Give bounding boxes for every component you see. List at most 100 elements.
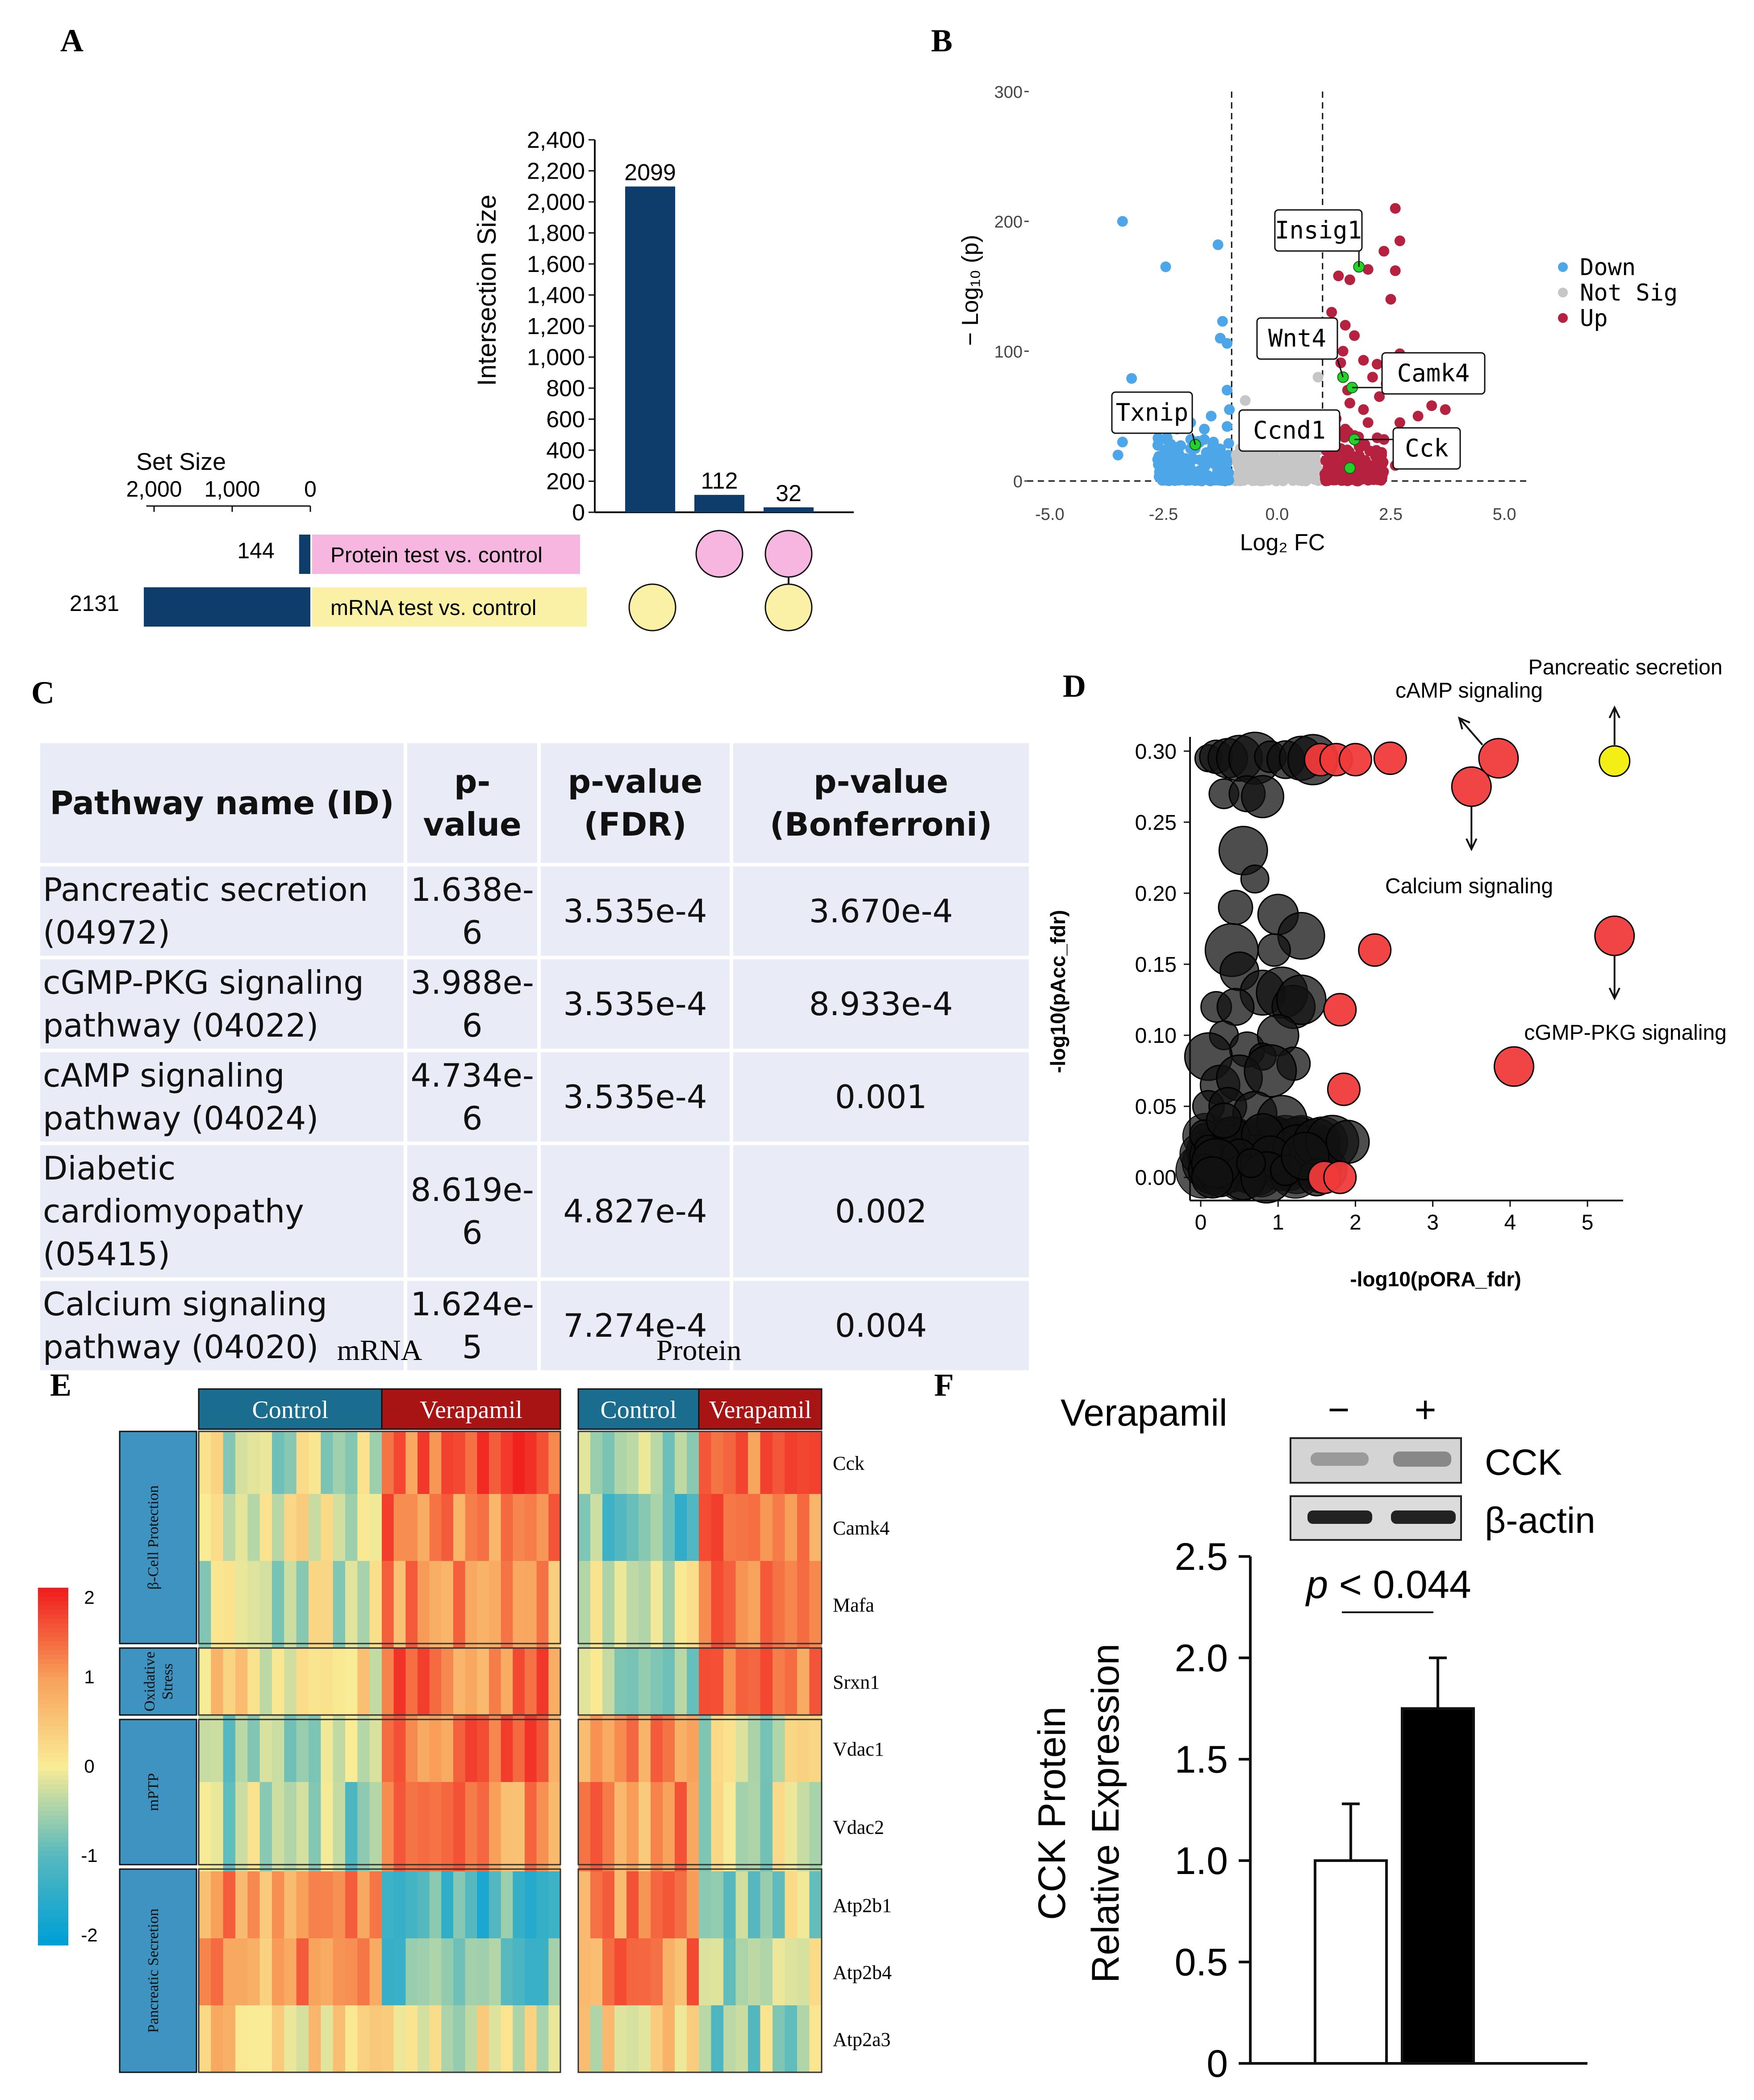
bubble-red — [1478, 738, 1519, 779]
y-tick-label: 0.05 — [1135, 1095, 1177, 1119]
heatmap-cell — [711, 1494, 724, 1561]
heatmap-cell — [211, 1494, 224, 1561]
volcano-point-down — [1223, 438, 1234, 449]
gene-label-box — [1392, 427, 1461, 470]
heatmap-cell — [626, 1561, 639, 1648]
bonferroni-cell: 0.002 — [733, 1145, 1029, 1277]
heatmap-cell — [723, 1648, 736, 1715]
scale-segment — [38, 1882, 68, 1887]
volcano-point — [1374, 391, 1385, 402]
category-label: OxidativeStress — [142, 1652, 176, 1711]
gene-row-label: Cck — [833, 1452, 864, 1474]
heatmap-cell — [602, 1431, 615, 1494]
gene-label: Cck — [1405, 434, 1449, 462]
bubble-black — [1241, 775, 1285, 819]
heatmap-cell — [735, 1938, 748, 2006]
y-tick-label: 300 — [994, 83, 1023, 102]
heatmap-cell — [785, 2005, 798, 2073]
heatmap-cell — [489, 1871, 501, 1939]
heatmap-cell — [525, 1871, 537, 1939]
set-size-bar — [299, 535, 310, 574]
heatmap-cell — [489, 1494, 501, 1561]
heatmap-cell — [735, 1494, 748, 1561]
heatmap-cell — [711, 1431, 724, 1494]
scale-segment — [38, 1766, 68, 1771]
heatmap-cell — [773, 1871, 785, 1939]
pvalue-cell: 3.988e-6 — [407, 959, 538, 1049]
heatmap-cell — [513, 1494, 525, 1561]
heatmap-cell — [536, 1938, 549, 2006]
heatmap-cell — [235, 1782, 248, 1872]
intersection-y-axis: 0 200 400 600 800 1,000 1,200 1,400 1,600 1,800 2,… — [527, 127, 854, 526]
heatmap-cell — [797, 1782, 810, 1872]
gene-label: Wnt4 — [1268, 324, 1326, 352]
volcano-point — [1331, 462, 1342, 473]
bubble-red — [1323, 993, 1357, 1027]
heatmap-cell — [235, 1431, 248, 1494]
heatmap-cell — [711, 1871, 724, 1939]
scale-segment — [38, 1829, 68, 1834]
intersection-size-label: Intersection Size — [472, 195, 501, 386]
heatmap-cell — [259, 1494, 272, 1561]
y-tick-label: 0.00 — [1135, 1166, 1177, 1190]
heatmap-cell — [357, 1871, 370, 1939]
gene-row-label: Camk4 — [833, 1517, 890, 1539]
heatmap-cell — [199, 1938, 211, 2006]
treatment-label: Verapamil — [1061, 1392, 1228, 1434]
scale-segment — [38, 1780, 68, 1785]
heatmap-cell — [602, 1715, 615, 1782]
heatmap-cell — [309, 1938, 321, 2006]
heatmap-cell — [382, 1782, 394, 1872]
heatmap-cell — [614, 2005, 627, 2073]
heatmap-cell — [477, 2005, 489, 2073]
scale-segment — [38, 1659, 68, 1664]
heatmap-cell — [651, 1715, 663, 1782]
heatmap-cell — [284, 1938, 297, 2006]
heatmap-cell — [760, 1561, 773, 1648]
heatmap-cell — [259, 2005, 272, 2073]
bubble-black — [1216, 987, 1255, 1026]
heatmap-cell — [441, 2005, 454, 2073]
heatmap-cell — [578, 1938, 591, 2006]
volcano-point — [1322, 469, 1332, 480]
heatmap-cell — [711, 1782, 724, 1872]
heatmap-cell — [296, 2005, 309, 2073]
heatmap-cell — [626, 1494, 639, 1561]
heatmap-cell — [723, 1494, 736, 1561]
volcano-point — [1326, 452, 1337, 463]
table-row: cAMP signaling pathway (04024) 4.734e-6 3.… — [40, 1052, 1029, 1142]
heatmap-cell — [369, 1715, 382, 1782]
heatmap-cell — [211, 1782, 224, 1872]
table-header-row: Pathway name (ID) p-value p-value (FDR) … — [40, 743, 1029, 863]
x-tick-label: 0.0 — [1265, 505, 1289, 524]
heatmap-cell — [809, 1782, 822, 1872]
heatmap-cell — [797, 1871, 810, 1939]
annotation-label: Calcium signaling — [1385, 874, 1553, 898]
heatmap-cell — [259, 1648, 272, 1715]
volcano-point-notsig — [1293, 474, 1304, 485]
heatmap-cell — [639, 2005, 651, 2073]
heatmap-cell — [441, 1494, 454, 1561]
heatmap-cell — [785, 1871, 798, 1939]
heatmap-cell — [590, 1431, 603, 1494]
scale-segment — [38, 1713, 68, 1718]
heatmap-cell — [687, 1561, 699, 1648]
heatmap-cell — [382, 2005, 394, 2073]
x-tick-label: -2.5 — [1149, 505, 1178, 524]
scale-segment — [38, 1673, 68, 1677]
heatmap-cell — [639, 1938, 651, 2006]
volcano-point — [1217, 473, 1228, 484]
heatmap-cell — [675, 1494, 687, 1561]
bar-value-label: 112 — [701, 468, 738, 494]
block-border — [577, 1431, 823, 1644]
y-tick-label: 1.0 — [1174, 1840, 1228, 1882]
heatmap-cell — [441, 1938, 454, 2006]
heatmap-cell — [675, 1715, 687, 1782]
heatmap-cell — [501, 1648, 513, 1715]
heatmap-cell — [418, 1648, 430, 1715]
bubble-black — [1206, 1102, 1242, 1139]
y-tick-label: 0 — [572, 500, 585, 526]
heatmap-cell — [651, 1431, 663, 1494]
heatmap-cell — [489, 1648, 501, 1715]
scale-segment — [38, 1802, 68, 1807]
